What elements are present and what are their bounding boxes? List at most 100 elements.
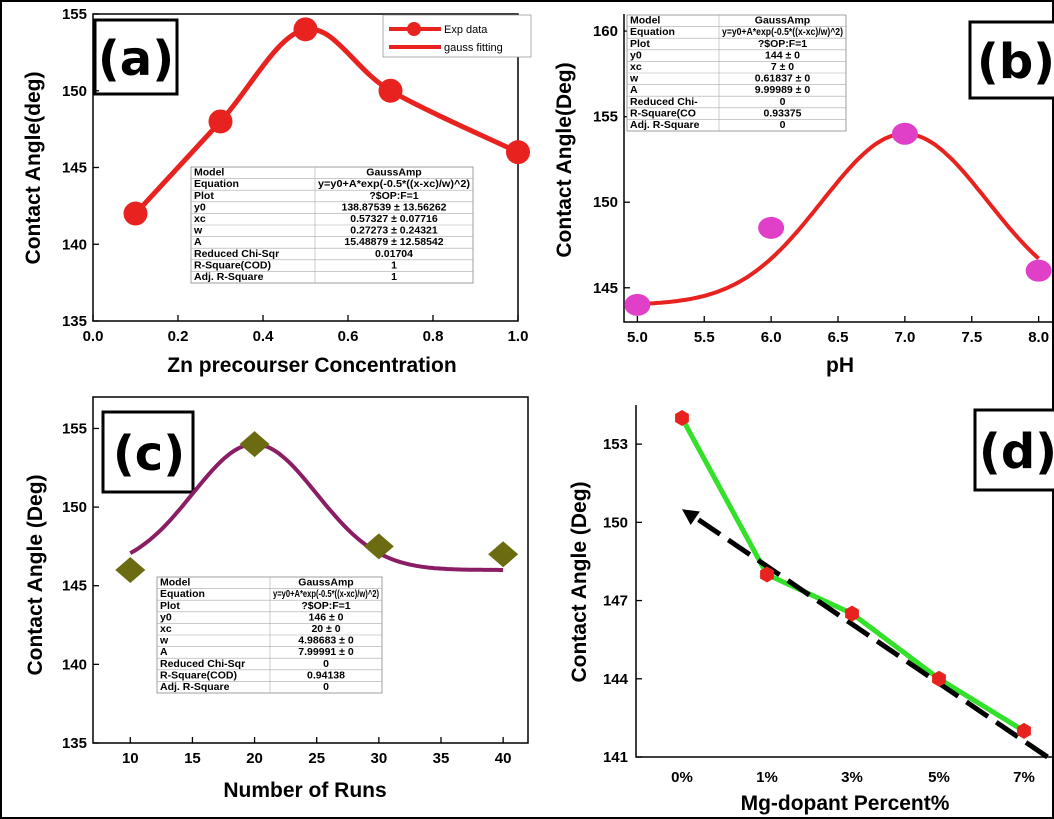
x-tick-label: 0.4 [253,328,275,345]
y-tick-label: 155 [593,109,618,126]
table-value: y=y0+A*exp(-0.5*((x-xc)/w)^2) [722,26,843,38]
table-key: Plot [194,190,214,202]
table-key: R-Square(COD) [160,669,237,681]
panel-d: (d) 0% 1% 3% 5% 7% 141 144 147 150 153 Mg-dopant … [568,405,1054,815]
panel-c-data-point [488,541,519,568]
table-value: 1 [391,259,397,271]
table-key: A [194,236,202,248]
panel-a-fit-table: Model GaussAmp Equation y=y0+A*exp(-0.5*((x… [190,166,474,284]
table-key: Model [194,167,224,179]
y-tick-label: 140 [62,236,87,253]
y-tick-label: 144 [603,671,629,688]
panel-b: (b) 5.0 5.5 6.0 6.5 7.0 7.5 8.0 145 150 155 160 Mo… [553,14,1054,377]
panel-d-data-point [675,410,689,426]
panel-b-xlabel: pH [826,354,854,377]
table-value: 1 [391,271,397,283]
table-value: 9.99989 ± 0 [755,84,811,96]
table-value: 0 [780,119,786,131]
panel-c: (c) 10 15 20 25 30 35 40 135 140 145 150 155 Model G… [24,396,529,802]
panel-b-ylabel: Contact Angle(Deg) [553,62,576,257]
x-tick-label: 1.0 [508,328,529,345]
table-value: ?$OP:F=1 [758,38,807,50]
x-tick-label: 40 [495,750,512,767]
panel-b-data-point [758,216,785,239]
table-value: 0 [780,96,786,108]
table-key: w [159,635,169,647]
y-tick-label: 150 [593,194,618,211]
y-tick-label: 135 [62,313,87,330]
y-tick-label: 150 [62,499,87,516]
y-tick-label: 135 [62,735,87,752]
table-value: 0 [323,681,329,693]
panel-c-data-point [115,557,146,583]
x-tick-label: 10 [122,750,139,767]
panel-c-data-point [239,431,270,458]
x-tick-label: 0.6 [338,328,359,345]
table-key: Plot [630,38,650,50]
panel-a-data-point [293,17,318,42]
table-value: 144 ± 0 [765,49,800,61]
table-value: 0.61837 ± 0 [755,73,811,85]
table-value: 15.48879 ± 12.58542 [344,236,443,248]
panel-d-ylabel: Contact Angle (Deg) [568,481,591,682]
x-tick-label: 7.0 [894,329,915,346]
table-value: 7 ± 0 [771,61,794,73]
table-value: 0 [323,658,329,670]
table-key: Adj. R-Square [630,119,700,131]
x-tick-label: 25 [308,750,325,767]
panel-d-xlabel: Mg-dopant Percent% [741,792,950,815]
table-value: 0.27273 ± 0.24321 [350,225,438,237]
table-key: R-Square(CO [630,107,696,119]
table-key: A [160,646,168,658]
y-tick-label: 160 [593,23,618,40]
x-tick-label: 0.8 [423,328,444,345]
panel-d-data-point [1017,722,1031,739]
panel-a-data-point [378,78,403,103]
panel-a-xlabel: Zn precourser Concentration [167,354,456,377]
x-tick-label: 5% [928,769,950,786]
y-tick-label: 150 [62,83,87,100]
x-tick-label: 1% [756,769,778,786]
panel-b-label: (b) [977,34,1054,90]
table-key: Equation [630,26,675,38]
y-tick-label: 147 [603,593,628,610]
panel-c-label-box [101,410,195,494]
panel-c-fit-curve [129,442,504,572]
panel-b-data-point [1025,259,1052,282]
table-key: w [629,73,639,85]
x-tick-label: 3% [841,769,863,786]
table-key: y0 [194,201,206,213]
panel-b-label-box [968,20,1054,100]
table-key: Equation [160,588,205,600]
panel-a-data-point [506,140,530,165]
table-value: 138.87539 ± 13.56262 [341,201,446,213]
panel-a-ylabel: Contact Angle(deg) [22,72,45,265]
y-tick-label: 150 [603,514,628,531]
table-key: Adj. R-Square [160,681,230,693]
panel-d-label: (d) [979,424,1054,480]
y-tick-label: 155 [62,420,87,437]
table-value: 20 ± 0 [311,623,340,635]
panel-c-ylabel: Contact Angle (Deg) [24,474,47,675]
x-tick-label: 30 [371,750,388,767]
table-key: Model [160,577,190,589]
panel-a: (a) Exp data gauss fitting 0.0 0.2 0.4 0.6 0… [22,6,532,377]
x-tick-label: 0.0 [83,328,104,345]
x-tick-label: 7% [1013,769,1035,786]
table-key: w [193,225,203,237]
table-value: 146 ± 0 [309,611,344,623]
table-value: ?$OP:F=1 [369,190,418,202]
table-value: GaussAmp [366,167,421,179]
x-tick-label: 6.0 [761,329,782,346]
y-tick-label: 141 [603,749,628,766]
x-tick-label: 0% [671,769,693,786]
y-tick-label: 155 [62,6,87,23]
table-value: 7.99991 ± 0 [298,646,354,658]
y-tick-label: 153 [603,436,628,453]
panel-a-legend: Exp data gauss fitting [382,14,532,58]
x-tick-label: 7.5 [961,329,982,346]
table-key: Reduced Chi-Sqr [160,658,245,670]
panel-c-axes-frame [92,396,529,744]
